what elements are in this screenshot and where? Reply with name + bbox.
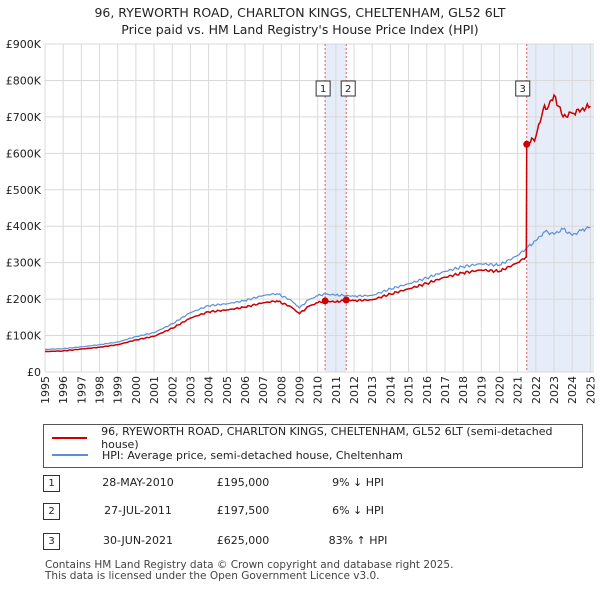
x-tick-label: 2000 xyxy=(130,376,143,404)
x-tick-label: 2002 xyxy=(166,376,179,404)
legend-swatch-hpi xyxy=(52,454,88,456)
x-tick-label: 2011 xyxy=(330,376,343,404)
sale-number-badge: 2 xyxy=(43,503,60,520)
y-tick-label: £700K xyxy=(6,111,42,124)
legend: 96, RYEWORTH ROAD, CHARLTON KINGS, CHELT… xyxy=(43,424,583,468)
sale-label-box: 3 xyxy=(515,80,531,97)
x-tick-label: 2017 xyxy=(439,376,452,404)
y-tick-label: £100K xyxy=(6,330,42,343)
x-tick-label: 2006 xyxy=(239,376,252,404)
y-tick-label: £500K xyxy=(6,184,42,197)
x-tick-label: 1998 xyxy=(94,376,107,404)
sale-point xyxy=(342,296,350,304)
sale-price: £197,500 xyxy=(216,504,270,517)
sale-date: 30-JUN-2021 xyxy=(102,534,174,547)
x-tick-label: 2024 xyxy=(566,376,579,404)
sale-hpi-diff: 6% ↓ HPI xyxy=(332,504,384,517)
legend-item-property: 96, RYEWORTH ROAD, CHARLTON KINGS, CHELT… xyxy=(52,425,582,451)
footer-copyright: Contains HM Land Registry data © Crown c… xyxy=(45,559,454,571)
x-tick-label: 1995 xyxy=(39,376,52,404)
x-tick-label: 2014 xyxy=(384,376,397,404)
x-tick-label: 2020 xyxy=(493,376,506,404)
y-tick-label: £600K xyxy=(6,147,42,160)
footer: Contains HM Land Registry data © Crown c… xyxy=(45,560,453,582)
sale-label-box: 2 xyxy=(340,80,356,97)
sale-hpi-diff: 83% ↑ HPI xyxy=(328,534,388,547)
sale-row: 1 28-MAY-2010 £195,000 9% ↓ HPI xyxy=(43,472,583,492)
sale-point xyxy=(523,140,531,148)
x-tick-label: 2004 xyxy=(203,376,216,404)
sale-label-number: 1 xyxy=(320,84,326,95)
x-tick-label: 2025 xyxy=(584,376,597,404)
x-tick-label: 1996 xyxy=(57,376,70,404)
series-line-hpi xyxy=(44,225,591,351)
legend-label-property: 96, RYEWORTH ROAD, CHARLTON KINGS, CHELT… xyxy=(101,425,553,451)
x-tick-label: 2013 xyxy=(366,376,379,404)
footer-license: This data is licensed under the Open Gov… xyxy=(45,570,380,582)
sale-label-frame xyxy=(515,80,531,97)
legend-label-hpi: HPI: Average price, semi-detached house,… xyxy=(102,448,403,462)
title-line-2: Price paid vs. HM Land Registry's House … xyxy=(121,22,479,37)
y-tick-label: £300K xyxy=(6,257,42,270)
chart-area: 1 2 3 £0 £100K £200K £300K £400K £500K £600K £700… xyxy=(6,38,598,404)
x-tick-label: 2003 xyxy=(184,376,197,404)
legend-item-hpi: HPI: Average price, semi-detached house,… xyxy=(52,447,403,463)
sale-number-badge: 3 xyxy=(43,533,60,550)
x-tick-label: 2021 xyxy=(512,376,525,404)
sale-date: 27-JUL-2011 xyxy=(104,504,172,517)
sale-price: £625,000 xyxy=(216,534,270,547)
y-tick-label: £800K xyxy=(6,74,42,87)
sale-row: 3 30-JUN-2021 £625,000 83% ↑ HPI xyxy=(43,530,583,550)
y-tick-label: £200K xyxy=(6,293,42,306)
y-tick-label: £0 xyxy=(27,366,41,379)
x-tick-label: 2023 xyxy=(548,376,561,404)
x-tick-label: 2012 xyxy=(348,376,361,404)
sale-point xyxy=(321,297,329,305)
sale-date: 28-MAY-2010 xyxy=(102,476,174,489)
sale-number-badge: 1 xyxy=(43,475,60,492)
y-tick-label: £900K xyxy=(6,38,42,51)
sale-label-number: 3 xyxy=(520,84,526,95)
x-tick-label: 2016 xyxy=(421,376,434,404)
x-tick-label: 2010 xyxy=(312,376,325,404)
series-line-property xyxy=(44,93,591,353)
sale-label-box: 1 xyxy=(315,80,331,97)
x-tick-label: 2015 xyxy=(403,376,416,404)
x-tick-label: 2005 xyxy=(221,376,234,404)
x-tick-label: 2018 xyxy=(457,376,470,404)
x-tick-label: 2001 xyxy=(148,376,161,404)
x-tick-label: 2007 xyxy=(257,376,270,404)
sale-row: 2 27-JUL-2011 £197,500 6% ↓ HPI xyxy=(43,500,583,520)
x-tick-label: 1999 xyxy=(112,376,125,404)
sale-label-number: 2 xyxy=(345,84,351,95)
x-tick-label: 2019 xyxy=(475,376,488,404)
x-tick-label: 1997 xyxy=(75,376,88,404)
shaded-period xyxy=(526,44,594,372)
legend-swatch-property xyxy=(52,437,88,439)
sale-price: £195,000 xyxy=(216,476,270,489)
x-tick-label: 2009 xyxy=(294,376,307,404)
x-tick-label: 2022 xyxy=(530,376,543,404)
y-tick-label: £400K xyxy=(6,220,42,233)
sale-label-frame xyxy=(315,80,331,97)
title-line-1: 96, RYEWORTH ROAD, CHARLTON KINGS, CHELT… xyxy=(94,5,506,20)
chart-title: 96, RYEWORTH ROAD, CHARLTON KINGS, CHELT… xyxy=(0,4,600,38)
sale-hpi-diff: 9% ↓ HPI xyxy=(332,476,384,489)
x-tick-label: 2008 xyxy=(275,376,288,404)
sale-label-frame xyxy=(340,80,356,97)
